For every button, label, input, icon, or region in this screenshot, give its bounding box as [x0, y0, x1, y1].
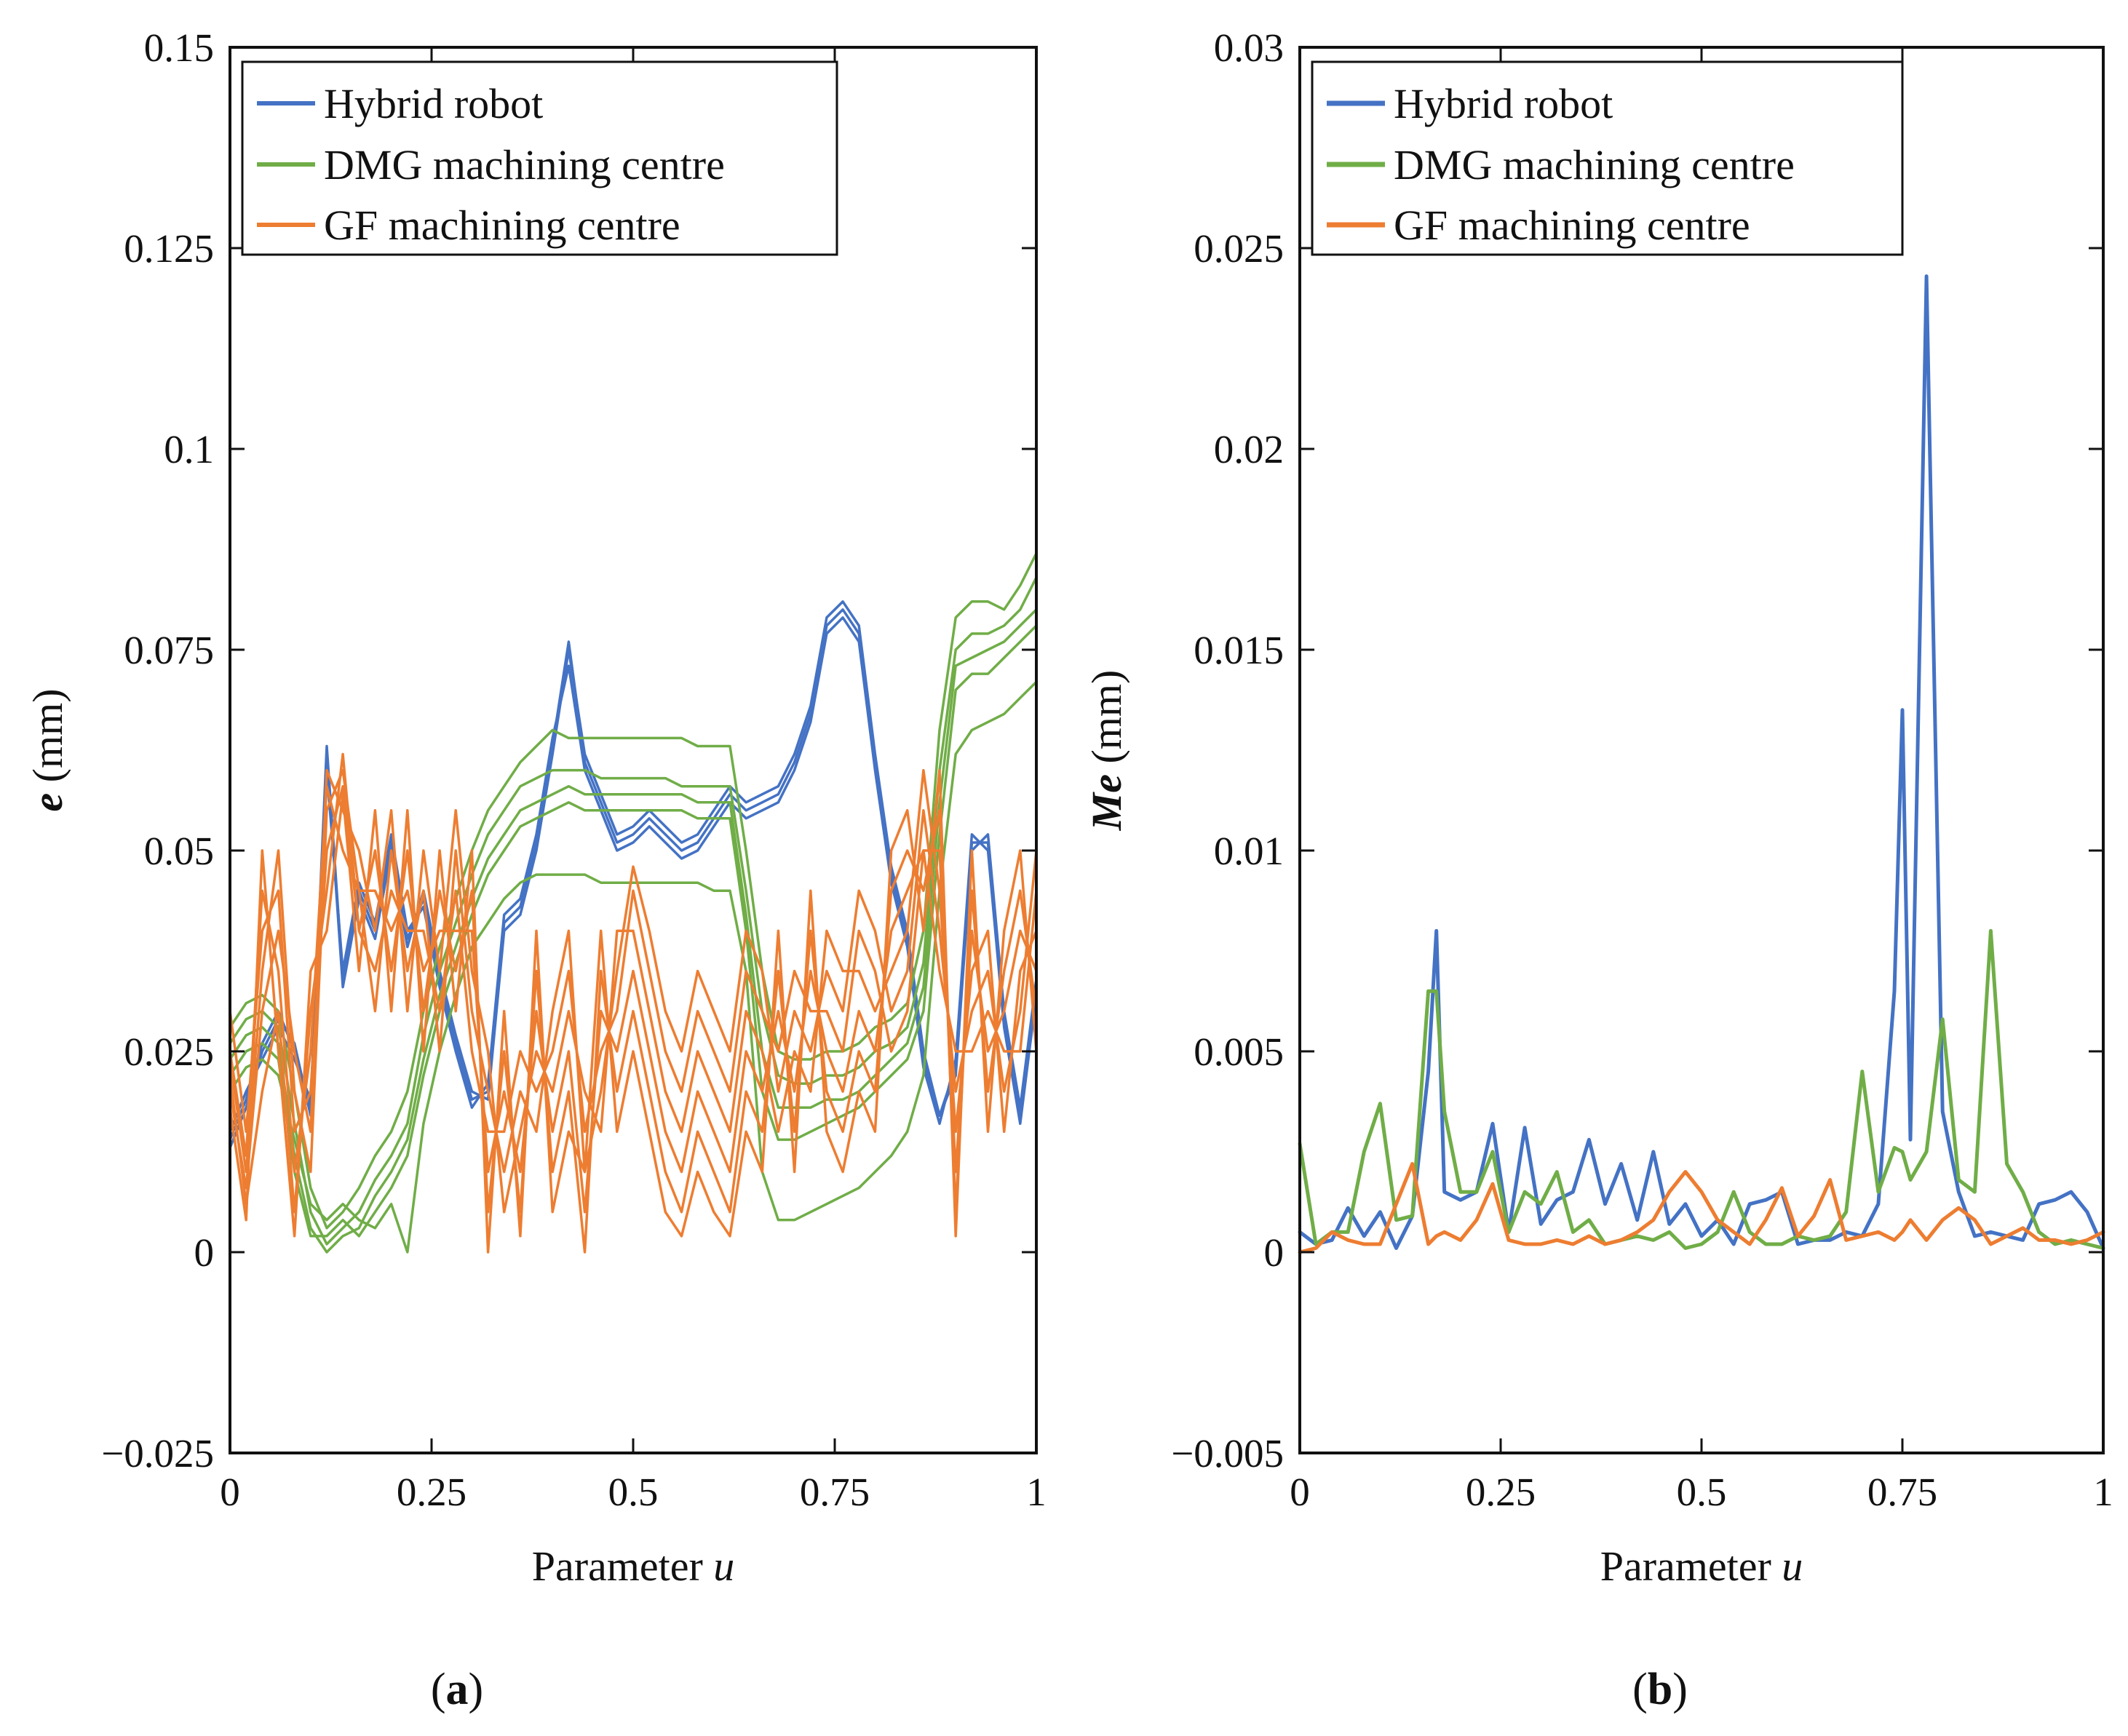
series-line-dmg-machining-centre-5	[229, 680, 1038, 1254]
x-tick-label: 0	[220, 1470, 240, 1514]
ticks-layer-a: 0 0.25 0.5 0.75 1−0.02500.0250.050.0750.10.1…	[101, 25, 1047, 1514]
x-axis-label-b: Parameter u	[1600, 1542, 1803, 1590]
ticks-layer-b: 0 0.25 0.5 0.75 1−0.00500.0050.010.0150.020.…	[1171, 25, 2113, 1514]
series-layer-a	[229, 552, 1038, 1254]
legend-label-gf-machining-centre: GF machining centre	[1394, 202, 1750, 249]
panel-label-b: (b)	[1632, 1665, 1688, 1714]
series-line-gf-machining-centre-2	[229, 784, 1038, 1134]
panel-a: 0 0.25 0.5 0.75 1−0.02500.0250.050.0750.10.1…	[24, 25, 1047, 1714]
legend-label-hybrid-robot: Hybrid robot	[1394, 80, 1613, 127]
y-tick-label: 0.02	[1214, 427, 1284, 471]
legend-label-dmg-machining-centre: DMG machining centre	[324, 141, 725, 188]
x-tick-label: 0.25	[1466, 1470, 1536, 1514]
legend-label-dmg-machining-centre: DMG machining centre	[1394, 141, 1795, 188]
y-tick-label: 0.05	[144, 829, 214, 873]
x-axis-label-a: Parameter u	[532, 1542, 735, 1590]
series-layer-b	[1298, 274, 2105, 1254]
series-line-dmg-machining-centre-1	[1298, 928, 2105, 1250]
series-line-hybrid-robot-1	[1298, 274, 2105, 1250]
series-line-hybrid-robot-2	[229, 616, 1038, 1134]
x-tick-label: 1	[1026, 1470, 1047, 1514]
legend-b: Hybrid robot DMG machining centre GF mac…	[1311, 60, 1904, 256]
y-tick-label: 0.03	[1214, 25, 1284, 70]
y-tick-label: 0	[194, 1230, 215, 1275]
y-tick-label: 0.15	[144, 25, 214, 70]
y-tick-label: 0.01	[1214, 829, 1284, 873]
x-tick-label: 0.25	[397, 1470, 467, 1514]
y-tick-label: 0.1	[164, 427, 214, 471]
series-line-gf-machining-centre-1	[229, 768, 1038, 1174]
panel-label-a: (a)	[431, 1665, 483, 1714]
y-tick-label: 0.075	[124, 628, 214, 672]
series-line-gf-machining-centre-6	[229, 768, 1038, 1254]
y-tick-label: 0.005	[1194, 1030, 1284, 1074]
plot-area-a	[230, 47, 1036, 1453]
series-line-gf-machining-centre-5	[229, 752, 1038, 1254]
series-line-dmg-machining-centre-1	[229, 552, 1038, 1230]
legend-label-hybrid-robot: Hybrid robot	[324, 80, 543, 127]
legend-label-gf-machining-centre: GF machining centre	[324, 202, 680, 249]
y-tick-label: −0.025	[101, 1431, 214, 1476]
legend-a: Hybrid robot DMG machining centre GF mac…	[241, 60, 838, 256]
y-tick-label: 0.025	[124, 1030, 214, 1074]
x-tick-label: 0.75	[800, 1470, 870, 1514]
legend-box-a	[241, 60, 838, 256]
panel-b: 0 0.25 0.5 0.75 1−0.00500.0050.010.0150.020.…	[1083, 25, 2113, 1714]
legend-box-b	[1311, 60, 1904, 256]
y-tick-label: 0.125	[124, 226, 214, 271]
y-axis-label-a: e (mm)	[24, 688, 71, 811]
y-axis-label-b: Me (mm)	[1083, 670, 1130, 832]
series-line-gf-machining-centre-4	[229, 784, 1038, 1214]
y-tick-label: 0	[1264, 1230, 1285, 1275]
y-tick-label: 0.015	[1194, 628, 1284, 672]
x-tick-label: 0.75	[1867, 1470, 1937, 1514]
x-tick-label: 0	[1290, 1470, 1310, 1514]
series-line-dmg-machining-centre-3	[229, 608, 1038, 1254]
series-line-gf-machining-centre-3	[229, 768, 1038, 1214]
series-line-gf-machining-centre-1	[1298, 1162, 2105, 1254]
x-tick-label: 0.5	[1677, 1470, 1727, 1514]
y-tick-label: 0.025	[1194, 226, 1284, 271]
y-tick-label: −0.005	[1171, 1431, 1284, 1476]
series-line-dmg-machining-centre-2	[229, 576, 1038, 1246]
x-tick-label: 0.5	[608, 1470, 659, 1514]
series-line-dmg-machining-centre-4	[229, 624, 1038, 1238]
x-tick-label: 1	[2093, 1470, 2113, 1514]
